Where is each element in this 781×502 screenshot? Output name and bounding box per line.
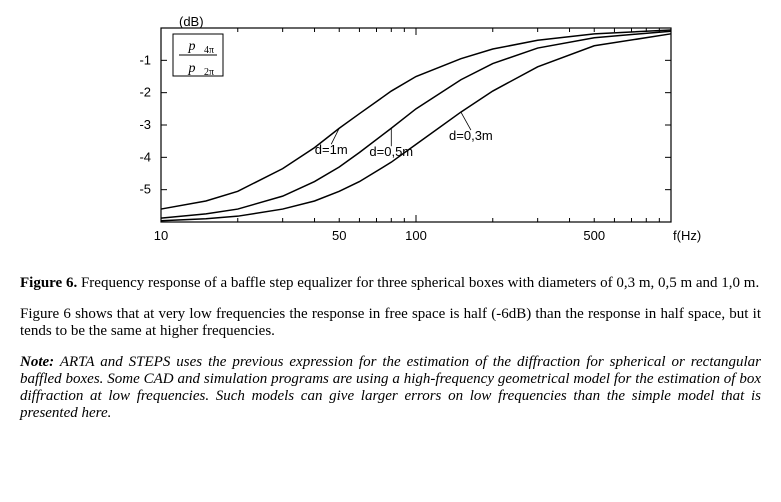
svg-text:p: p <box>187 39 195 54</box>
figure-caption-label: Figure 6. <box>20 275 77 291</box>
svg-text:-5: -5 <box>139 182 151 197</box>
chart-svg: -5 -4 -3 -2 -1 10 50 100 500 (dB) f(Hz) p 4π p 2π d=1m d… <box>71 12 711 252</box>
svg-text:50: 50 <box>332 228 346 243</box>
svg-text:2π: 2π <box>204 67 214 78</box>
svg-text:(dB): (dB) <box>179 14 204 29</box>
svg-text:10: 10 <box>153 228 167 243</box>
svg-text:-3: -3 <box>139 117 151 132</box>
svg-text:f(Hz): f(Hz) <box>673 228 701 243</box>
svg-text:p: p <box>187 61 195 76</box>
svg-text:d=1m: d=1m <box>314 142 347 157</box>
svg-text:-2: -2 <box>139 85 151 100</box>
svg-text:-4: -4 <box>139 149 151 164</box>
svg-text:500: 500 <box>583 228 605 243</box>
svg-text:d=0,5m: d=0,5m <box>369 144 413 159</box>
note-paragraph: Note: ARTA and STEPS uses the previous e… <box>20 354 761 422</box>
body-paragraph: Figure 6 shows that at very low frequenc… <box>20 306 761 340</box>
svg-text:d=0,3m: d=0,3m <box>449 128 493 143</box>
note-text: ARTA and STEPS uses the previous express… <box>20 354 761 421</box>
note-label: Note: <box>20 354 54 370</box>
svg-text:-1: -1 <box>139 52 151 67</box>
svg-text:100: 100 <box>405 228 427 243</box>
figure-caption-text: Frequency response of a baffle step equa… <box>81 275 759 291</box>
svg-text:4π: 4π <box>204 45 214 56</box>
chart-figure: -5 -4 -3 -2 -1 10 50 100 500 (dB) f(Hz) p 4π p 2π d=1m d… <box>71 12 711 257</box>
figure-caption: Figure 6. Frequency response of a baffle… <box>20 275 761 292</box>
